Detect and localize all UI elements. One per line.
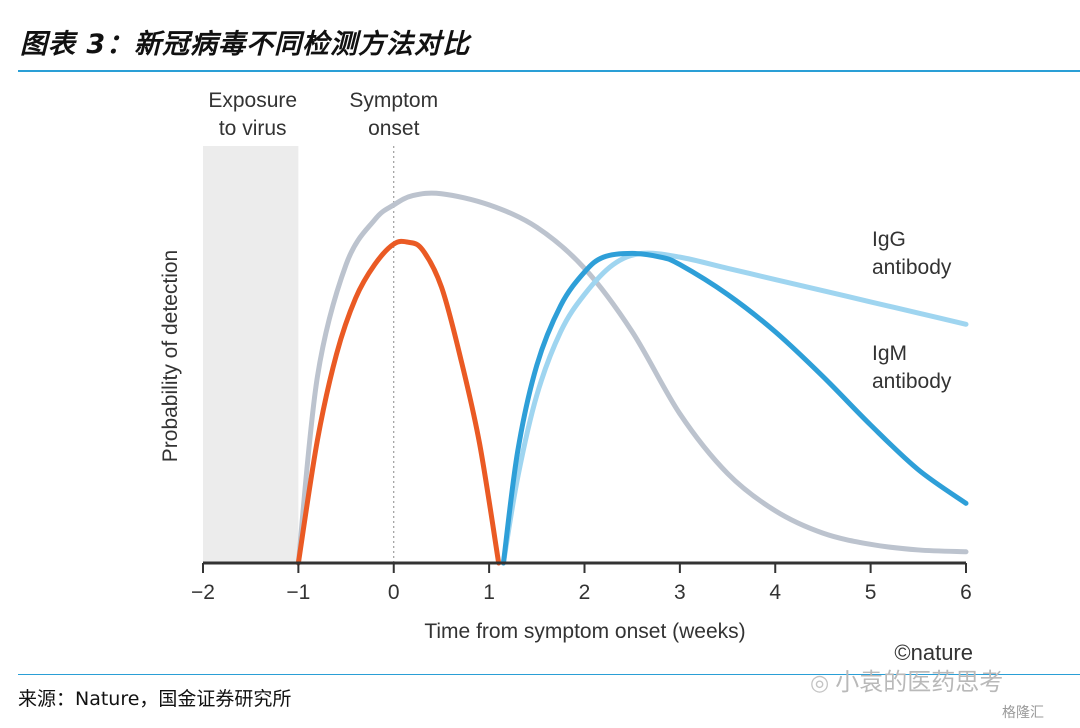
watermark: ◎ 小袁的医药思考 (810, 662, 1003, 697)
series-label-blue-line1: IgM (872, 342, 907, 365)
watermark-text: 小袁的医药思考 (835, 668, 1004, 696)
exposure-label-line1: Exposure (208, 89, 297, 112)
exposure-label-line2: to virus (219, 117, 287, 140)
series-line-blue (500, 250, 969, 566)
series-line-orange (295, 238, 502, 566)
series-label-light_blue-line1: IgG (872, 228, 906, 251)
exposure-region (203, 146, 299, 563)
x-tick-label: 2 (579, 581, 591, 604)
title-rule (18, 70, 1080, 72)
source-note: 来源：Nature，国金证券研究所 (18, 688, 292, 710)
series-label-light_blue-line2: antibody (872, 256, 952, 279)
series-label-blue-line2: antibody (872, 370, 952, 393)
x-tick-label: 6 (960, 581, 972, 604)
x-tick-label: 3 (674, 581, 686, 604)
symptom-label-line2: onset (368, 117, 420, 140)
y-axis-title: Probability of detection (159, 250, 182, 462)
x-axis-title: Time from symptom onset (weeks) (424, 620, 745, 643)
x-tick-label: 0 (388, 581, 400, 604)
series-line-gray (295, 190, 969, 566)
x-tick-label: 1 (483, 581, 495, 604)
nature-credit: ©nature (894, 640, 973, 665)
symptom-label-line1: Symptom (349, 89, 438, 112)
wechat-icon: ◎ (810, 671, 830, 696)
x-tick-label: 4 (769, 581, 781, 604)
x-tick-label: 5 (865, 581, 877, 604)
footer-rule (18, 674, 1080, 675)
x-tick-label: −1 (286, 581, 310, 604)
report-title: 图表 3：新冠病毒不同检测方法对比 (20, 29, 471, 60)
x-tick-label: −2 (191, 581, 215, 604)
watermark-small: 格隆汇 (1002, 705, 1044, 721)
